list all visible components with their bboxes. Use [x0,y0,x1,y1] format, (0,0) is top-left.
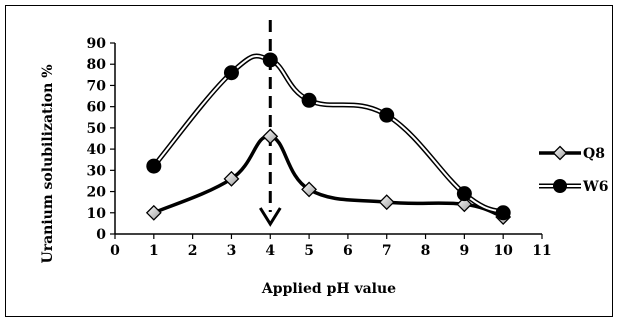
y-tick-label: 70 [87,78,107,94]
x-tick-label: 10 [493,243,513,259]
marker-arrowhead [259,207,282,227]
data-point-w6 [146,158,162,174]
y-tick-label: 40 [87,142,107,158]
y-tick-label: 20 [87,185,107,201]
legend-label-q8: Q8 [583,146,605,162]
y-tick-label: 0 [96,227,106,243]
series-line-w6-outline [151,53,505,216]
data-point-w6 [495,205,511,221]
legend-label-w6: W6 [582,179,608,195]
y-axis-label: Uranium solubilization % [40,65,56,264]
y-tick-label: 90 [87,36,107,52]
x-axis-label: Applied pH value [261,281,396,297]
y-tick-label: 50 [87,121,107,137]
data-point-q8 [378,194,395,211]
data-point-q8 [145,204,162,221]
data-point-q8 [262,128,279,145]
legend: Q8 W6 [539,145,608,195]
series-layer [151,53,505,219]
x-tick-label: 9 [459,243,469,259]
data-point-w6 [456,186,472,202]
data-point-q8 [223,170,240,187]
y-tick-label: 10 [87,206,107,222]
x-tick-label: 1 [149,243,159,259]
x-tick-label: 5 [304,243,314,259]
x-tick-label: 7 [382,243,392,259]
x-tick-label: 11 [532,243,551,259]
marker-line-layer [259,20,282,227]
x-tick-label: 3 [227,243,237,259]
y-tick-label: 30 [87,163,107,179]
series-line-w6 [153,54,504,214]
legend-marker-q8 [552,145,568,161]
x-tick-label: 0 [110,243,120,259]
points-layer [145,52,512,225]
y-tick-label: 60 [87,100,107,116]
data-point-w6 [262,52,278,68]
data-point-w6 [379,107,395,123]
data-point-w6 [223,65,239,81]
x-tick-label: 6 [343,243,353,259]
x-tick-label: 2 [188,243,198,259]
chart-frame [5,5,613,317]
data-point-q8 [301,181,318,198]
legend-marker-w6 [553,179,567,193]
x-tick-label: 4 [265,243,275,259]
y-tick-label: 80 [87,57,107,73]
data-point-w6 [301,92,317,108]
x-tick-label: 8 [421,243,431,259]
axes: 0 10 20 30 40 50 60 70 80 90 0 1 2 3 4 5 6 7 8 9 10 11 [87,36,552,259]
data-point-q8 [456,196,473,213]
